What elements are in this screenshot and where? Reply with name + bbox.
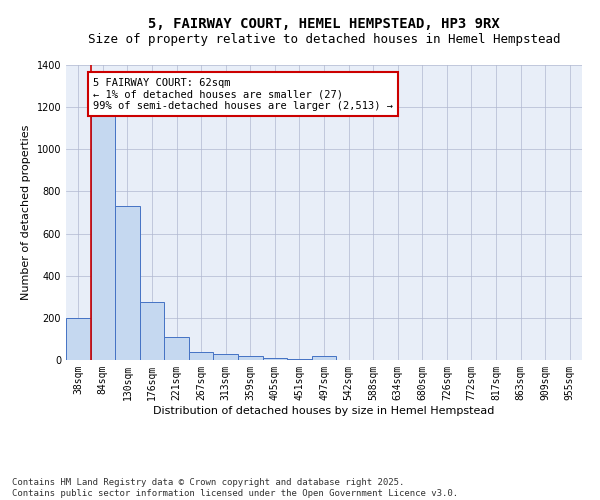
Bar (164, 337, 189, 360)
Text: 5, FAIRWAY COURT, HEMEL HEMPSTEAD, HP3 9RX: 5, FAIRWAY COURT, HEMEL HEMPSTEAD, HP3 9… (148, 18, 500, 32)
Bar (263, 358, 287, 360)
Bar (312, 356, 336, 360)
Bar (214, 354, 238, 360)
Bar (189, 352, 214, 360)
Bar (115, 206, 140, 360)
X-axis label: Distribution of detached houses by size in Hemel Hempstead: Distribution of detached houses by size … (154, 406, 494, 415)
Bar (66, 318, 91, 360)
Text: Size of property relative to detached houses in Hemel Hempstead: Size of property relative to detached ho… (88, 32, 560, 46)
Bar (140, 302, 164, 360)
Text: 5 FAIRWAY COURT: 62sqm
← 1% of detached houses are smaller (27)
99% of semi-deta: 5 FAIRWAY COURT: 62sqm ← 1% of detached … (93, 78, 393, 111)
Bar (238, 356, 263, 360)
Text: Contains HM Land Registry data © Crown copyright and database right 2025.
Contai: Contains HM Land Registry data © Crown c… (12, 478, 458, 498)
Y-axis label: Number of detached properties: Number of detached properties (21, 125, 31, 300)
Bar (91, 116, 115, 360)
